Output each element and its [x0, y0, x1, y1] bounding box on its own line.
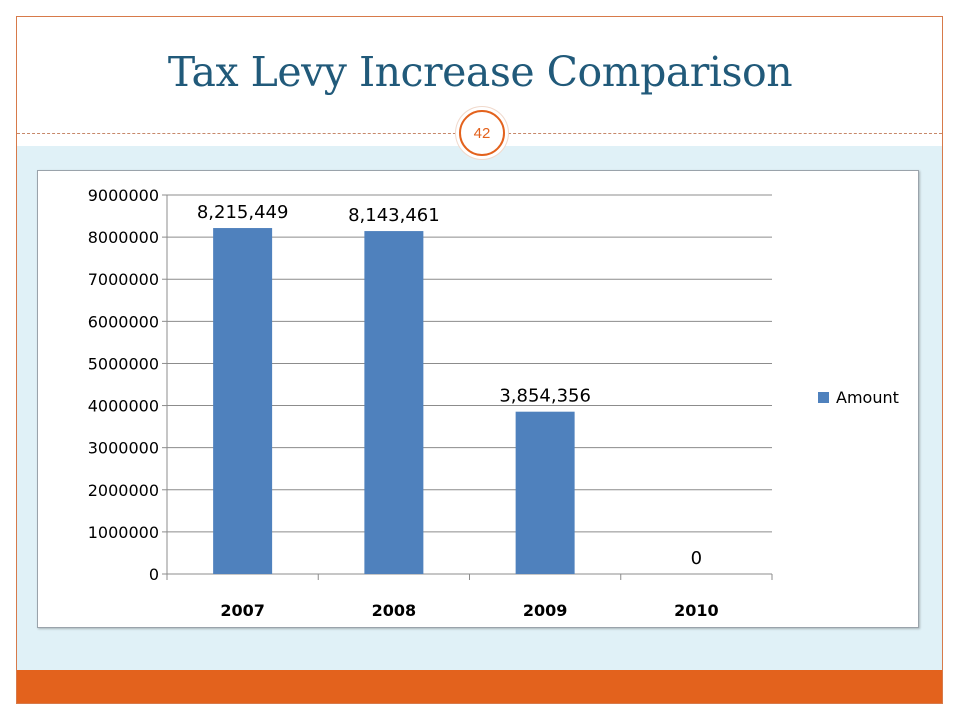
bar-2008 [364, 231, 424, 574]
page-number-badge: 42 [456, 107, 508, 159]
y-tick-label: 0 [149, 565, 159, 584]
x-tick-label-2009: 2009 [523, 601, 568, 620]
data-label-2008: 8,143,461 [348, 205, 440, 226]
bar-2009 [515, 411, 575, 574]
y-tick-label: 8000000 [88, 228, 159, 247]
x-tick-label-2010: 2010 [674, 601, 719, 620]
slide-frame [16, 16, 943, 704]
x-tick-label-2007: 2007 [220, 601, 265, 620]
data-label-2009: 3,854,356 [499, 386, 591, 407]
y-tick-label: 2000000 [88, 481, 159, 500]
y-tick-label: 4000000 [88, 397, 159, 416]
y-tick-label: 5000000 [88, 354, 159, 373]
y-tick-label: 9000000 [88, 186, 159, 205]
y-tick-label: 7000000 [88, 270, 159, 289]
footer-bar [17, 670, 942, 703]
legend-swatch [818, 392, 829, 403]
chart-container: 0 1000000 2000000 3000000 4000000 5000000 6000… [37, 170, 919, 628]
y-tick-label: 6000000 [88, 312, 159, 331]
legend-label: Amount [836, 388, 899, 407]
page-number: 42 [473, 124, 491, 142]
x-tick-label-2008: 2008 [372, 601, 417, 620]
y-tick-label: 3000000 [88, 439, 159, 458]
data-label-2007: 8,215,449 [197, 202, 289, 223]
page-number-ring: 42 [459, 110, 505, 156]
data-label-2010: 0 [691, 548, 702, 569]
y-tick-label: 1000000 [88, 523, 159, 542]
bar-chart: 0 1000000 2000000 3000000 4000000 5000000 6000… [88, 186, 899, 620]
bar-2007 [213, 228, 273, 574]
slide-title: Tax Levy Increase Comparison [167, 48, 793, 96]
